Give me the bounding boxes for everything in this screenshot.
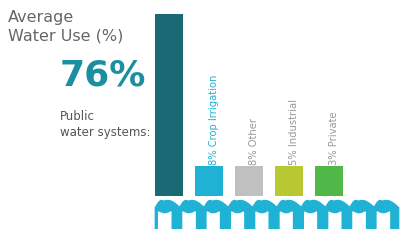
Bar [235,166,263,196]
Text: 8% Crop Irrigation: 8% Crop Irrigation [209,74,219,164]
Text: Public
water systems:: Public water systems: [60,109,150,138]
Text: 5% Industrial: 5% Industrial [289,98,299,164]
Text: 8% Other: 8% Other [249,117,259,164]
Bar [155,15,183,196]
Bar [275,166,303,196]
Bar [195,166,223,196]
Bar [315,166,343,196]
Text: 76%: 76% [60,58,146,92]
Text: Average
Water Use (%): Average Water Use (%) [8,10,123,44]
Text: 3% Private: 3% Private [329,111,339,164]
